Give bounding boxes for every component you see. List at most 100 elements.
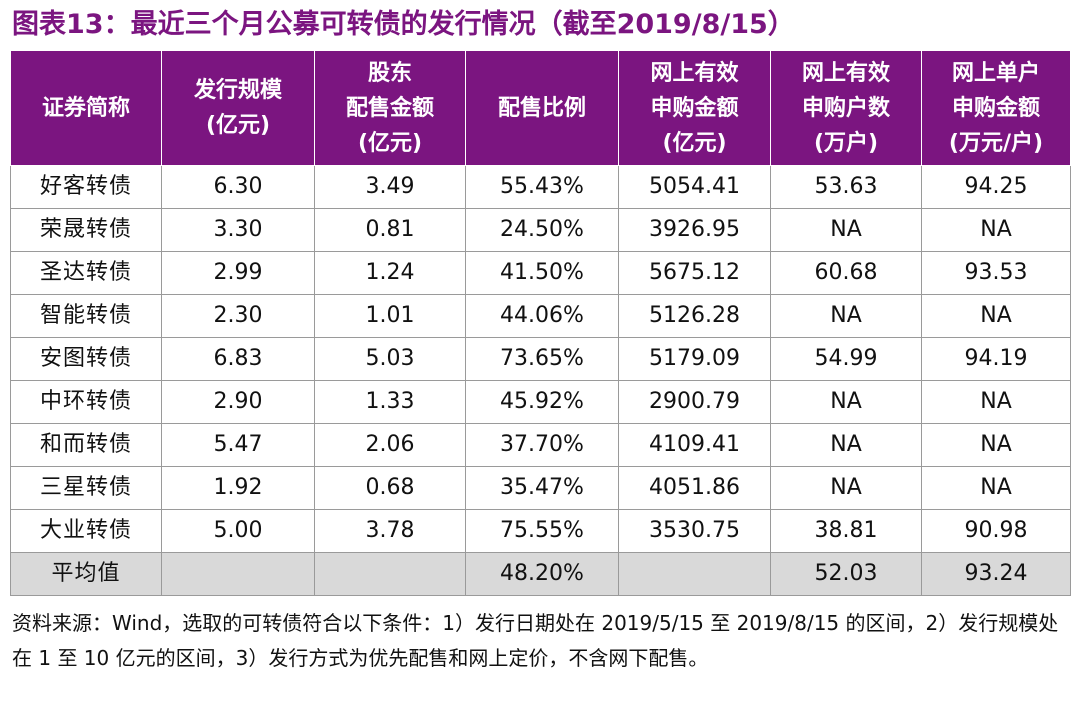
- table-cell: 54.99: [770, 337, 922, 381]
- column-header-line: (万户): [813, 130, 879, 156]
- column-header-line: 证券简称: [41, 95, 130, 121]
- bond-name-cell: 大业转债: [10, 509, 162, 553]
- table-cell: NA: [921, 380, 1071, 424]
- table-cell: 5179.09: [618, 337, 771, 381]
- table-cell: 93.53: [921, 251, 1071, 295]
- table-cell: NA: [770, 380, 922, 424]
- table-cell: 0.68: [314, 466, 466, 510]
- table-cell: 2.06: [314, 423, 466, 467]
- table-cell: 93.24: [921, 552, 1071, 596]
- table-cell: 60.68: [770, 251, 922, 295]
- table-cell: 73.65%: [465, 337, 619, 381]
- bond-name-cell: 平均值: [10, 552, 162, 596]
- column-header-line: 申购户数: [801, 95, 890, 121]
- table-cell: 3.49: [314, 165, 466, 209]
- bond-name-cell: 智能转债: [10, 294, 162, 338]
- table-cell: 41.50%: [465, 251, 619, 295]
- table-row: 好客转债 6.30 3.49 55.43% 5054.41 53.63 94.25: [10, 165, 1071, 209]
- table-cell: NA: [770, 294, 922, 338]
- bond-name-cell: 和而转债: [10, 423, 162, 467]
- column-header-line: 网上单户: [951, 60, 1040, 86]
- bond-name-cell: 三星转债: [10, 466, 162, 510]
- table-cell: 38.81: [770, 509, 922, 553]
- table-row: 荣晟转债 3.30 0.81 24.50% 3926.95 NA NA: [10, 208, 1071, 252]
- column-header-line: (亿元): [662, 130, 727, 156]
- table-cell: 3530.75: [618, 509, 771, 553]
- average-row: 平均值 48.20% 52.03 93.24: [10, 552, 1071, 596]
- table-cell: 2.30: [161, 294, 315, 338]
- column-header-line: (万元/户): [948, 130, 1044, 156]
- column-header: 网上有效 申购户数 (万户): [770, 50, 922, 166]
- table-cell: 0.81: [314, 208, 466, 252]
- table-cell: NA: [770, 423, 922, 467]
- table-cell: 6.30: [161, 165, 315, 209]
- table-cell: 2.99: [161, 251, 315, 295]
- table-cell: 5054.41: [618, 165, 771, 209]
- table-cell: 3.30: [161, 208, 315, 252]
- table-cell: 4109.41: [618, 423, 771, 467]
- table-cell: NA: [921, 466, 1071, 510]
- header-row: 证券简称 发行规模 (亿元) 股东 配售金额 (亿元) 配售比例 网上有效 申购金额 (亿元) 网上…: [10, 50, 1071, 166]
- source-note: 资料来源：Wind，选取的可转债符合以下条件：1）发行日期处在 2019/5/1…: [12, 611, 1059, 670]
- table-cell: 90.98: [921, 509, 1071, 553]
- column-header-line: (亿元): [357, 130, 423, 156]
- table-cell: NA: [921, 423, 1071, 467]
- table-cell: 55.43%: [465, 165, 619, 209]
- bond-name-cell: 荣晟转债: [10, 208, 162, 252]
- column-header-line: 申购金额: [951, 95, 1040, 121]
- table-cell: NA: [770, 466, 922, 510]
- column-header-line: 网上有效: [650, 60, 739, 86]
- table-cell: NA: [770, 208, 922, 252]
- table-cell: 75.55%: [465, 509, 619, 553]
- bond-name-cell: 安图转债: [10, 337, 162, 381]
- table-row: 三星转债 1.92 0.68 35.47% 4051.86 NA NA: [10, 466, 1071, 510]
- table-row: 安图转债 6.83 5.03 73.65% 5179.09 54.99 94.19: [10, 337, 1071, 381]
- column-header-line: 股东: [367, 60, 412, 86]
- table-cell: 1.33: [314, 380, 466, 424]
- bond-name-cell: 圣达转债: [10, 251, 162, 295]
- table-row: 和而转债 5.47 2.06 37.70% 4109.41 NA NA: [10, 423, 1071, 467]
- table-cell: 94.25: [921, 165, 1071, 209]
- table-cell: [314, 552, 466, 596]
- table-cell: 2.90: [161, 380, 315, 424]
- table-cell: 1.01: [314, 294, 466, 338]
- table-cell: 5.47: [161, 423, 315, 467]
- table-body: 好客转债 6.30 3.49 55.43% 5054.41 53.63 94.25 荣晟转债 3…: [10, 165, 1071, 596]
- column-header-line: 配售金额: [345, 95, 434, 121]
- table-cell: 4051.86: [618, 466, 771, 510]
- column-header-line: 配售比例: [497, 95, 586, 121]
- column-header: 证券简称: [10, 50, 162, 166]
- table-cell: NA: [921, 294, 1071, 338]
- bond-name-cell: 好客转债: [10, 165, 162, 209]
- table-cell: 5.00: [161, 509, 315, 553]
- figure-title: 图表13：最近三个月公募可转债的发行情况（截至2019/8/15）: [12, 9, 795, 40]
- table-cell: 48.20%: [465, 552, 619, 596]
- table-cell: 3.78: [314, 509, 466, 553]
- table-cell: 1.92: [161, 466, 315, 510]
- table-row: 智能转债 2.30 1.01 44.06% 5126.28 NA NA: [10, 294, 1071, 338]
- table-cell: 45.92%: [465, 380, 619, 424]
- table-cell: 53.63: [770, 165, 922, 209]
- table-cell: 44.06%: [465, 294, 619, 338]
- column-header-line: (亿元): [205, 113, 271, 138]
- column-header-line: 发行规模: [193, 78, 282, 103]
- bond-name-cell: 中环转债: [10, 380, 162, 424]
- table-cell: 35.47%: [465, 466, 619, 510]
- table-cell: 5.03: [314, 337, 466, 381]
- table-cell: 1.24: [314, 251, 466, 295]
- table-header: 证券简称 发行规模 (亿元) 股东 配售金额 (亿元) 配售比例 网上有效 申购金额 (亿元) 网上…: [10, 50, 1071, 166]
- table-cell: 52.03: [770, 552, 922, 596]
- table-cell: NA: [921, 208, 1071, 252]
- issuance-table: 证券简称 发行规模 (亿元) 股东 配售金额 (亿元) 配售比例 网上有效 申购金额 (亿元) 网上…: [10, 50, 1071, 596]
- column-header: 网上单户申购金额 (万元/户): [921, 50, 1071, 166]
- column-header: 网上有效申购金额 (亿元): [618, 50, 771, 166]
- table-cell: 94.19: [921, 337, 1071, 381]
- column-header-line: 申购金额: [650, 95, 739, 121]
- column-header: 发行规模 (亿元): [161, 50, 315, 166]
- table-cell: 37.70%: [465, 423, 619, 467]
- table-cell: 3926.95: [618, 208, 771, 252]
- table-cell: 24.50%: [465, 208, 619, 252]
- column-header: 配售比例: [465, 50, 619, 166]
- table-cell: 6.83: [161, 337, 315, 381]
